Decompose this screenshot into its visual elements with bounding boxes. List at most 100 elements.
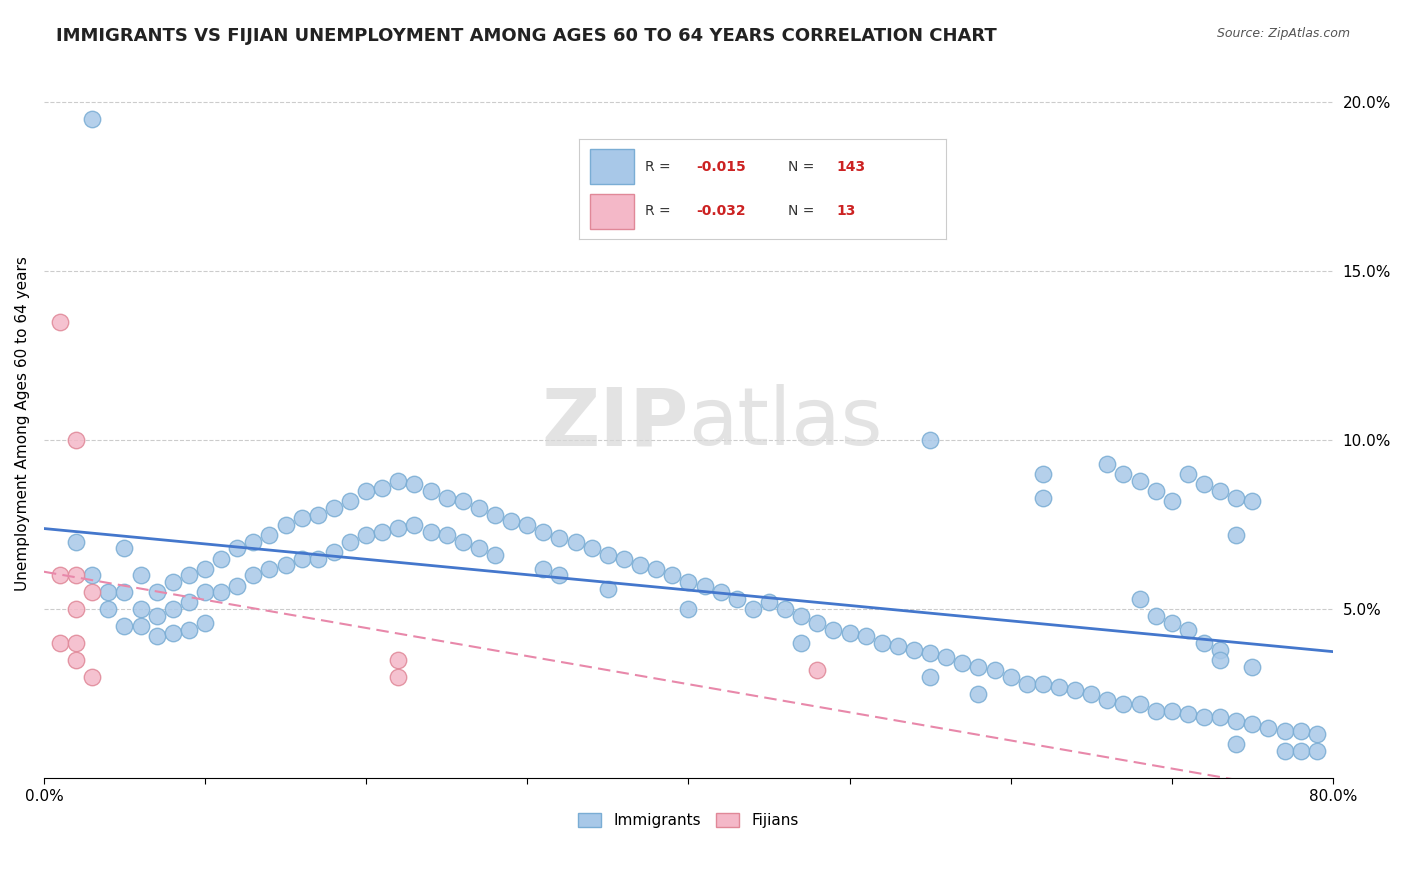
Point <box>114 541 136 556</box>
Point <box>1177 623 1199 637</box>
Point <box>387 670 409 684</box>
Point <box>1064 683 1087 698</box>
Point <box>548 531 571 545</box>
Point <box>274 517 297 532</box>
Point <box>129 602 152 616</box>
Point <box>1047 680 1070 694</box>
Point <box>920 646 942 660</box>
Point <box>1241 494 1264 508</box>
Point <box>65 568 87 582</box>
Point <box>1160 615 1182 630</box>
Point <box>773 602 796 616</box>
Point <box>613 551 636 566</box>
Point <box>1241 659 1264 673</box>
Point <box>1177 467 1199 481</box>
Point <box>1209 710 1232 724</box>
Point <box>82 670 104 684</box>
Point <box>1225 738 1247 752</box>
Point <box>1032 467 1054 481</box>
Point <box>1225 714 1247 728</box>
Point <box>983 663 1005 677</box>
Point <box>1192 636 1215 650</box>
Point <box>1192 710 1215 724</box>
Point <box>920 434 942 448</box>
Point <box>790 609 813 624</box>
Point <box>1274 723 1296 738</box>
Point <box>1289 723 1312 738</box>
Point <box>531 524 554 539</box>
Point <box>1015 676 1038 690</box>
Point <box>339 534 361 549</box>
Point <box>129 568 152 582</box>
Point <box>1209 642 1232 657</box>
Point <box>838 626 860 640</box>
Point <box>1192 477 1215 491</box>
Point <box>354 528 377 542</box>
Point <box>1241 717 1264 731</box>
Point <box>935 649 957 664</box>
Point <box>162 602 184 616</box>
Point <box>259 562 281 576</box>
Point <box>693 578 716 592</box>
Point <box>967 659 990 673</box>
Point <box>725 592 748 607</box>
Point <box>531 562 554 576</box>
Legend: Immigrants, Fijians: Immigrants, Fijians <box>572 807 804 834</box>
Point <box>1112 467 1135 481</box>
Point <box>1032 491 1054 505</box>
Point <box>678 575 700 590</box>
Point <box>678 602 700 616</box>
Point <box>387 474 409 488</box>
Point <box>82 585 104 599</box>
Point <box>1257 721 1279 735</box>
Text: atlas: atlas <box>689 384 883 462</box>
Point <box>322 545 344 559</box>
Point <box>758 595 780 609</box>
Point <box>1225 528 1247 542</box>
Point <box>1274 744 1296 758</box>
Point <box>1128 697 1150 711</box>
Point <box>870 636 893 650</box>
Point <box>1128 474 1150 488</box>
Point <box>65 434 87 448</box>
Point <box>1000 670 1022 684</box>
Point <box>419 524 441 539</box>
Point <box>322 500 344 515</box>
Y-axis label: Unemployment Among Ages 60 to 64 years: Unemployment Among Ages 60 to 64 years <box>15 256 30 591</box>
Point <box>920 670 942 684</box>
Point <box>307 508 329 522</box>
Text: ZIP: ZIP <box>541 384 689 462</box>
Point <box>387 653 409 667</box>
Point <box>661 568 683 582</box>
Point <box>548 568 571 582</box>
Point <box>1225 491 1247 505</box>
Point <box>65 534 87 549</box>
Point <box>1289 744 1312 758</box>
Point <box>516 517 538 532</box>
Point <box>307 551 329 566</box>
Point <box>806 615 828 630</box>
Point <box>209 585 232 599</box>
Point <box>242 568 264 582</box>
Point <box>1160 704 1182 718</box>
Point <box>903 642 925 657</box>
Point <box>1112 697 1135 711</box>
Text: Source: ZipAtlas.com: Source: ZipAtlas.com <box>1216 27 1350 40</box>
Point <box>645 562 668 576</box>
Point <box>484 548 506 562</box>
Point <box>291 551 314 566</box>
Point <box>371 481 394 495</box>
Point <box>741 602 763 616</box>
Point <box>162 575 184 590</box>
Point <box>1097 693 1119 707</box>
Point <box>49 636 72 650</box>
Point <box>404 517 426 532</box>
Point <box>114 585 136 599</box>
Point <box>404 477 426 491</box>
Point <box>145 609 167 624</box>
Point <box>419 483 441 498</box>
Point <box>1160 494 1182 508</box>
Point <box>65 653 87 667</box>
Point <box>209 551 232 566</box>
Point <box>1097 457 1119 471</box>
